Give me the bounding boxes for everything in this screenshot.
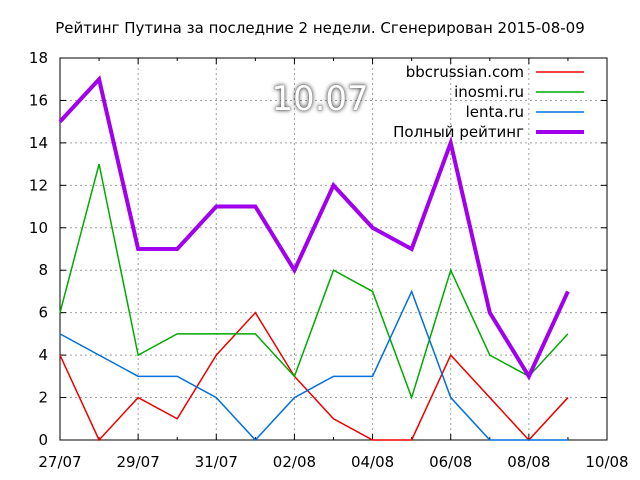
- x-tick-label: 02/08: [273, 453, 316, 471]
- series-lines: [58, 75, 570, 442]
- y-tick-label: 2: [38, 389, 48, 407]
- y-tick-label: 18: [29, 49, 48, 67]
- x-tick-label: 04/08: [351, 453, 394, 471]
- y-tick-label: 6: [38, 304, 48, 322]
- y-tick-label: 4: [38, 346, 48, 364]
- y-tick-label: 0: [38, 431, 48, 449]
- x-tick-label: 27/07: [38, 453, 81, 471]
- overlay-date-label: 10.07: [271, 79, 368, 119]
- series-line-0: [59, 311, 569, 442]
- y-tick-label: 8: [38, 261, 48, 279]
- legend-label-1: inosmi.ru: [454, 83, 524, 101]
- x-tick-label: 08/08: [507, 453, 550, 471]
- y-tick-label: 14: [29, 134, 48, 152]
- y-tick-label: 16: [29, 91, 48, 109]
- x-tick-label: 06/08: [429, 453, 472, 471]
- series-line-3: [58, 75, 570, 381]
- ticks: 0 2 4 6 8 10 12 14 16 18 27/07 29/07 31/07 02/08 04/08…: [29, 49, 629, 471]
- x-tick-label: 31/07: [195, 453, 238, 471]
- chart-title: Рейтинг Путина за последние 2 недели. Сг…: [55, 19, 584, 37]
- legend-label-3: Полный рейтинг: [393, 123, 524, 141]
- series-line-1: [59, 163, 569, 400]
- x-tick-label: 10/08: [585, 453, 628, 471]
- series-line-2: [59, 289, 568, 442]
- y-tick-label: 12: [29, 176, 48, 194]
- legend-label-0: bbcrussian.com: [406, 63, 524, 81]
- y-tick-label: 10: [29, 219, 48, 237]
- x-tick-label: 29/07: [117, 453, 160, 471]
- legend: bbcrussian.com inosmi.ru lenta.ru Полный ре…: [393, 63, 584, 141]
- legend-label-2: lenta.ru: [466, 103, 524, 121]
